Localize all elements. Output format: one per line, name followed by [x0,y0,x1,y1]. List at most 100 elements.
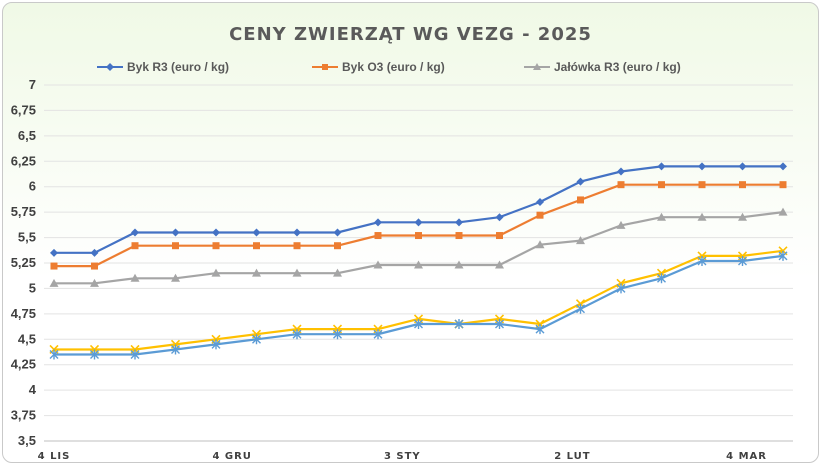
data-point [49,278,59,287]
data-point [495,319,504,330]
x-tick-label: 4 MAR [726,451,767,462]
data-point [577,196,584,204]
data-point [131,228,139,237]
y-tick-label: 4 [29,382,37,397]
legend-item-byk-o3: Byk O3 (euro / kg) [312,58,445,76]
data-point [292,268,302,277]
data-point [172,242,179,250]
x-tick-label: 4 GRU [212,451,251,462]
data-point [334,242,341,250]
data-point [658,181,665,189]
data-point [333,228,342,237]
data-point [293,242,301,250]
chart-legend: Byk R3 (euro / kg) Byk O3 (euro / kg) Ja… [0,58,821,76]
y-tick-label: 6,25 [11,153,36,168]
data-point [657,273,666,284]
data-point [536,211,544,219]
data-point [171,273,180,282]
data-point [738,212,747,221]
data-point [212,242,220,250]
data-point [495,213,504,222]
data-point [252,228,261,237]
y-tick-label: 3,5 [18,433,36,448]
data-point [49,349,59,360]
data-point [697,212,707,221]
data-point [698,181,706,189]
y-tick-label: 7 [29,77,36,92]
data-point [333,268,342,277]
data-point [171,344,180,355]
legend-item-jalowka-r3: Jałówka R3 (euro / kg) [524,58,681,76]
y-tick-label: 4,75 [11,306,36,321]
data-point [455,218,463,227]
data-point [90,248,99,257]
data-point [90,349,99,360]
data-point [414,260,423,269]
data-point [778,207,788,216]
data-point [576,236,585,245]
data-point [253,242,260,250]
data-point [131,242,139,250]
data-point [130,273,140,282]
data-point [171,228,180,237]
data-point [130,349,140,360]
data-point [50,248,58,257]
data-point [698,162,706,171]
legend-triangle-marker-icon [524,63,550,70]
data-point [373,260,383,269]
x-tick-label: 4 LIS [38,451,71,462]
data-point [616,220,626,229]
data-point [252,268,261,277]
data-point [333,329,342,340]
data-point [50,262,58,270]
series-line [54,165,783,254]
y-tick-label: 5 [29,280,36,295]
legend-label-jalowka-r3: Jałówka R3 (euro / kg) [554,60,681,74]
data-point [414,319,423,330]
data-point [535,324,545,335]
x-tick-label: 3 STY [384,451,421,462]
data-point [738,162,747,171]
data-point [617,181,625,189]
data-point [617,167,625,176]
legend-label-byk-r3: Byk R3 (euro / kg) [127,60,230,74]
data-point [778,250,788,261]
data-point [90,278,99,287]
data-point [697,255,707,266]
data-point [454,319,464,330]
data-point [293,228,301,237]
x-tick-label: 2 LUT [554,451,590,462]
data-point [657,162,666,171]
data-point [739,181,746,189]
chart-title: CENY ZWIERZĄT WG VEZG - 2025 [229,24,592,45]
data-point [374,218,382,227]
legend-diamond-marker-icon [97,63,123,71]
y-tick-label: 6,75 [11,102,36,117]
data-point [657,212,666,221]
data-point [292,329,302,340]
y-tick-label: 3,75 [11,408,36,423]
data-point [779,162,787,171]
y-tick-label: 5,5 [18,230,36,245]
data-point [779,181,787,189]
legend-item-byk-r3: Byk R3 (euro / kg) [97,58,229,76]
data-point [212,228,220,237]
y-tick-label: 5,25 [11,255,36,270]
y-tick-label: 6 [29,179,36,194]
data-point [91,262,98,270]
data-point [616,283,626,294]
legend-square-marker-icon [312,64,338,70]
y-tick-label: 5,75 [11,204,36,219]
y-tick-label: 4,5 [18,331,36,346]
data-point [252,334,261,345]
data-point [454,260,464,269]
data-point [374,232,382,240]
data-point [414,218,423,227]
data-point [415,232,422,240]
legend-label-byk-o3: Byk O3 (euro / kg) [342,60,445,74]
y-tick-label: 6,5 [18,128,36,143]
data-point [738,255,747,266]
data-point [576,303,585,314]
data-point [455,232,463,240]
